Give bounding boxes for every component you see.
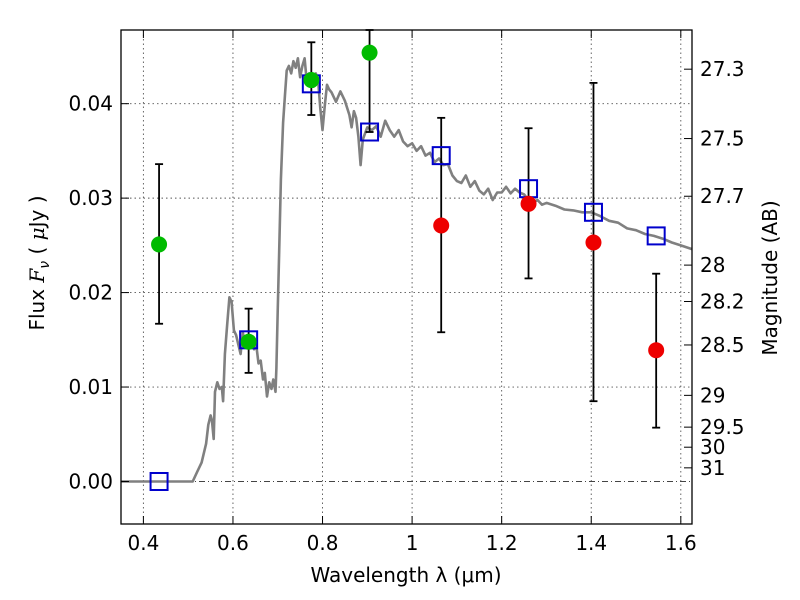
magnitude-tick-label: 28 — [700, 253, 725, 277]
detection-point — [151, 236, 168, 253]
y-tick-label: 0.01 — [68, 375, 113, 399]
detection-point — [240, 333, 257, 350]
model-flux-square — [149, 471, 169, 491]
magnitude-tick-label: 28.5 — [700, 333, 745, 357]
nondetection-point — [433, 217, 450, 234]
x-tick-label: 0.8 — [307, 531, 339, 555]
magnitude-tick-label: 30 — [700, 435, 725, 459]
model-flux-square — [583, 202, 603, 222]
x-tick-label: 1.4 — [575, 531, 607, 555]
nondetection-point — [648, 342, 665, 359]
x-axis-ticks: 0.4 0.6 0.8 1 1.2 1.4 1.6 — [127, 30, 697, 555]
x-tick-label: 1.2 — [486, 531, 518, 555]
y-tick-label: 0.03 — [68, 186, 113, 210]
magnitude-tick-label: 31 — [700, 456, 725, 480]
nondetection-point — [585, 234, 602, 251]
y-tick-label: 0.00 — [68, 469, 113, 493]
magnitude-tick-label: 27.5 — [700, 127, 745, 151]
detection-point — [361, 44, 378, 61]
magnitude-tick-label: 28.2 — [700, 290, 745, 314]
grid-layer — [121, 30, 692, 524]
x-axis-label: Wavelength λ (μm) — [310, 563, 501, 587]
magnitude-tick-label: 27.3 — [700, 57, 745, 81]
y-axis-label: Flux Fν ( μJy ) — [25, 195, 53, 330]
y-tick-label: 0.02 — [68, 281, 113, 305]
model-flux-square — [360, 122, 380, 142]
detection-point — [303, 72, 320, 89]
magnitude-tick-label: 29.5 — [700, 415, 745, 439]
plot-layer — [121, 29, 693, 491]
sed-spectrum-line — [121, 57, 693, 483]
magnitude-axis-label: Magnitude (AB) — [758, 200, 782, 355]
x-tick-label: 0.4 — [127, 531, 159, 555]
model-flux-square — [431, 146, 451, 166]
nondetection-point — [520, 195, 537, 212]
magnitude-tick-label: 27.7 — [700, 184, 745, 208]
x-tick-label: 1 — [406, 531, 419, 555]
model-flux-square — [646, 226, 666, 246]
x-tick-label: 0.6 — [217, 531, 249, 555]
magnitude-tick-label: 29 — [700, 383, 725, 407]
y-tick-label: 0.04 — [68, 92, 113, 116]
x-tick-label: 1.6 — [665, 531, 697, 555]
plot-frame — [120, 29, 693, 525]
y-axis-ticks: 0.00 0.01 0.02 0.03 0.04 — [68, 92, 129, 493]
